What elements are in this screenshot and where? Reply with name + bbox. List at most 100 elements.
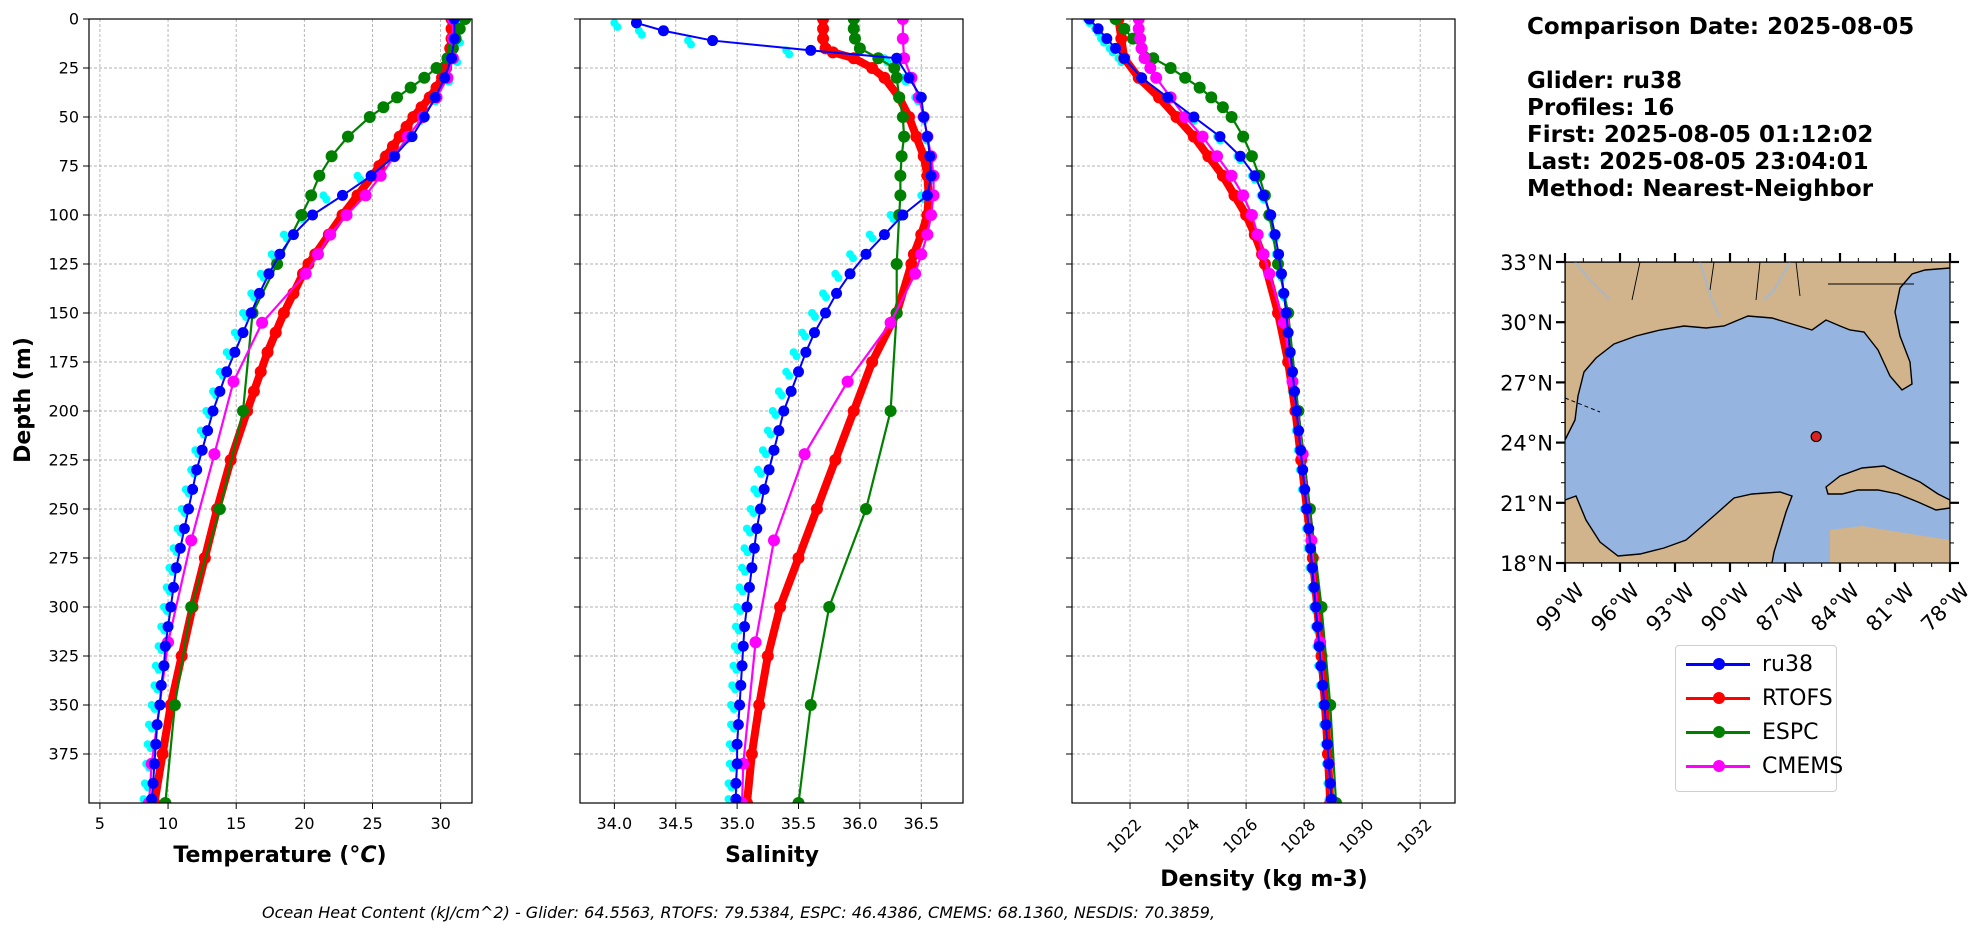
data-point-cmems — [1132, 19, 1145, 25]
data-point-ru38 — [274, 248, 286, 260]
data-point-ru38 — [307, 209, 319, 221]
data-point-espc — [1225, 111, 1238, 123]
data-point-rtofs — [247, 385, 260, 398]
map-x-tick-label: 84°W — [1806, 578, 1864, 636]
x-tick-label: 15 — [226, 814, 246, 833]
data-point-rtofs — [386, 140, 399, 153]
data-point-ru38 — [1305, 542, 1317, 554]
data-point-rtofs — [910, 130, 923, 143]
y-tick-label: 150 — [48, 304, 79, 323]
data-point-espc — [1237, 130, 1250, 143]
data-point-ru38 — [439, 72, 451, 84]
data-point-espc — [884, 405, 897, 417]
data-point-espc — [1205, 91, 1218, 104]
y-tick-label: 375 — [48, 745, 79, 764]
data-point-espc — [363, 111, 376, 123]
temperature-axis-label: Temperature (°C) — [173, 843, 386, 868]
data-point-espc — [418, 71, 431, 84]
data-point-espc — [893, 91, 906, 104]
data-point-rtofs — [753, 699, 766, 711]
data-point-cmems — [1245, 209, 1258, 221]
data-point-cmems — [767, 534, 780, 547]
land-central-america — [1830, 526, 1950, 563]
data-point-ru38 — [155, 679, 167, 691]
data-point-espc — [898, 130, 911, 143]
data-point-ru38 — [657, 25, 669, 37]
data-point-rtofs — [1170, 111, 1183, 123]
data-point-ru38 — [365, 170, 377, 182]
map-x-tick-label: 81°W — [1861, 578, 1919, 636]
data-point-ru38-raw — [637, 30, 646, 39]
data-point-cmems — [1263, 267, 1276, 280]
data-point-ru38-raw — [834, 273, 843, 282]
data-point-espc — [896, 111, 909, 123]
map-x-tick-label: 96°W — [1586, 578, 1644, 636]
data-point-espc — [847, 22, 860, 35]
data-point-cmems — [896, 32, 909, 45]
data-point-ru38-raw — [868, 234, 877, 243]
data-point-rtofs — [415, 101, 428, 114]
x-tick-label: 1028 — [1277, 815, 1319, 857]
data-point-espc — [1216, 101, 1229, 114]
data-point-rtofs — [847, 405, 860, 417]
map-y-tick-label: 30°N — [1500, 311, 1553, 335]
data-point-ru38 — [793, 366, 805, 378]
x-tick-label: 20 — [294, 814, 314, 833]
data-point-cmems — [1134, 32, 1147, 45]
legend-item-ru38: ru38 — [1686, 649, 1813, 679]
map-x-tick-label: 87°W — [1751, 578, 1809, 636]
data-point-cmems — [925, 209, 938, 221]
data-point-ru38 — [903, 72, 915, 84]
data-point-ru38 — [154, 699, 166, 711]
data-point-ru38 — [1273, 248, 1285, 260]
data-point-cmems — [1257, 248, 1270, 261]
data-point-espc — [888, 62, 901, 74]
data-point-ru38 — [707, 35, 719, 47]
data-point-ru38 — [1310, 601, 1322, 613]
data-point-ru38 — [1311, 621, 1323, 633]
x-tick-label: 35.0 — [719, 814, 755, 833]
data-point-ru38-raw — [687, 40, 696, 49]
data-point-ru38 — [146, 793, 158, 803]
data-point-rtofs — [175, 650, 188, 662]
data-point-ru38 — [429, 91, 441, 103]
data-point-cmems — [1138, 52, 1151, 65]
data-point-cmems — [1286, 375, 1299, 388]
data-point-cmems — [1179, 111, 1192, 123]
series-group — [1082, 19, 1343, 803]
data-point-cmems — [324, 228, 337, 241]
legend-marker — [1686, 658, 1750, 670]
data-point-espc — [895, 150, 908, 163]
data-point-espc — [185, 601, 198, 613]
data-point-espc — [237, 405, 250, 417]
country-border — [1565, 397, 1601, 413]
data-point-espc — [1164, 62, 1177, 74]
data-point-cmems — [915, 248, 928, 261]
data-point-ru38 — [1297, 464, 1309, 476]
data-point-ru38 — [187, 483, 199, 495]
data-point-ru38 — [388, 150, 400, 162]
data-point-ru38 — [731, 738, 743, 750]
data-point-ru38 — [1110, 42, 1122, 54]
data-point-ru38 — [736, 660, 748, 672]
data-point-ru38 — [147, 777, 159, 789]
data-point-rtofs — [1187, 130, 1200, 143]
data-point-ru38 — [150, 738, 162, 750]
data-point-ru38-raw — [761, 450, 770, 459]
data-point-ru38 — [1162, 91, 1174, 103]
first-time: First: 2025-08-05 01:12:02 — [1527, 122, 1874, 148]
data-point-rtofs — [866, 62, 879, 74]
series-group — [139, 19, 472, 803]
data-point-ru38 — [229, 346, 241, 358]
legend-marker — [1686, 760, 1750, 772]
data-point-ru38 — [1118, 52, 1130, 64]
density-axis-label: Density (kg m-3) — [1160, 867, 1368, 892]
data-point-ru38 — [1299, 483, 1311, 495]
data-point-espc — [430, 62, 443, 74]
legend-marker — [1686, 726, 1750, 738]
data-point-espc — [404, 81, 417, 94]
data-point-espc — [804, 699, 817, 711]
x-tick-label: 34.0 — [597, 814, 633, 833]
river — [1763, 262, 1791, 301]
data-point-espc — [792, 797, 805, 803]
